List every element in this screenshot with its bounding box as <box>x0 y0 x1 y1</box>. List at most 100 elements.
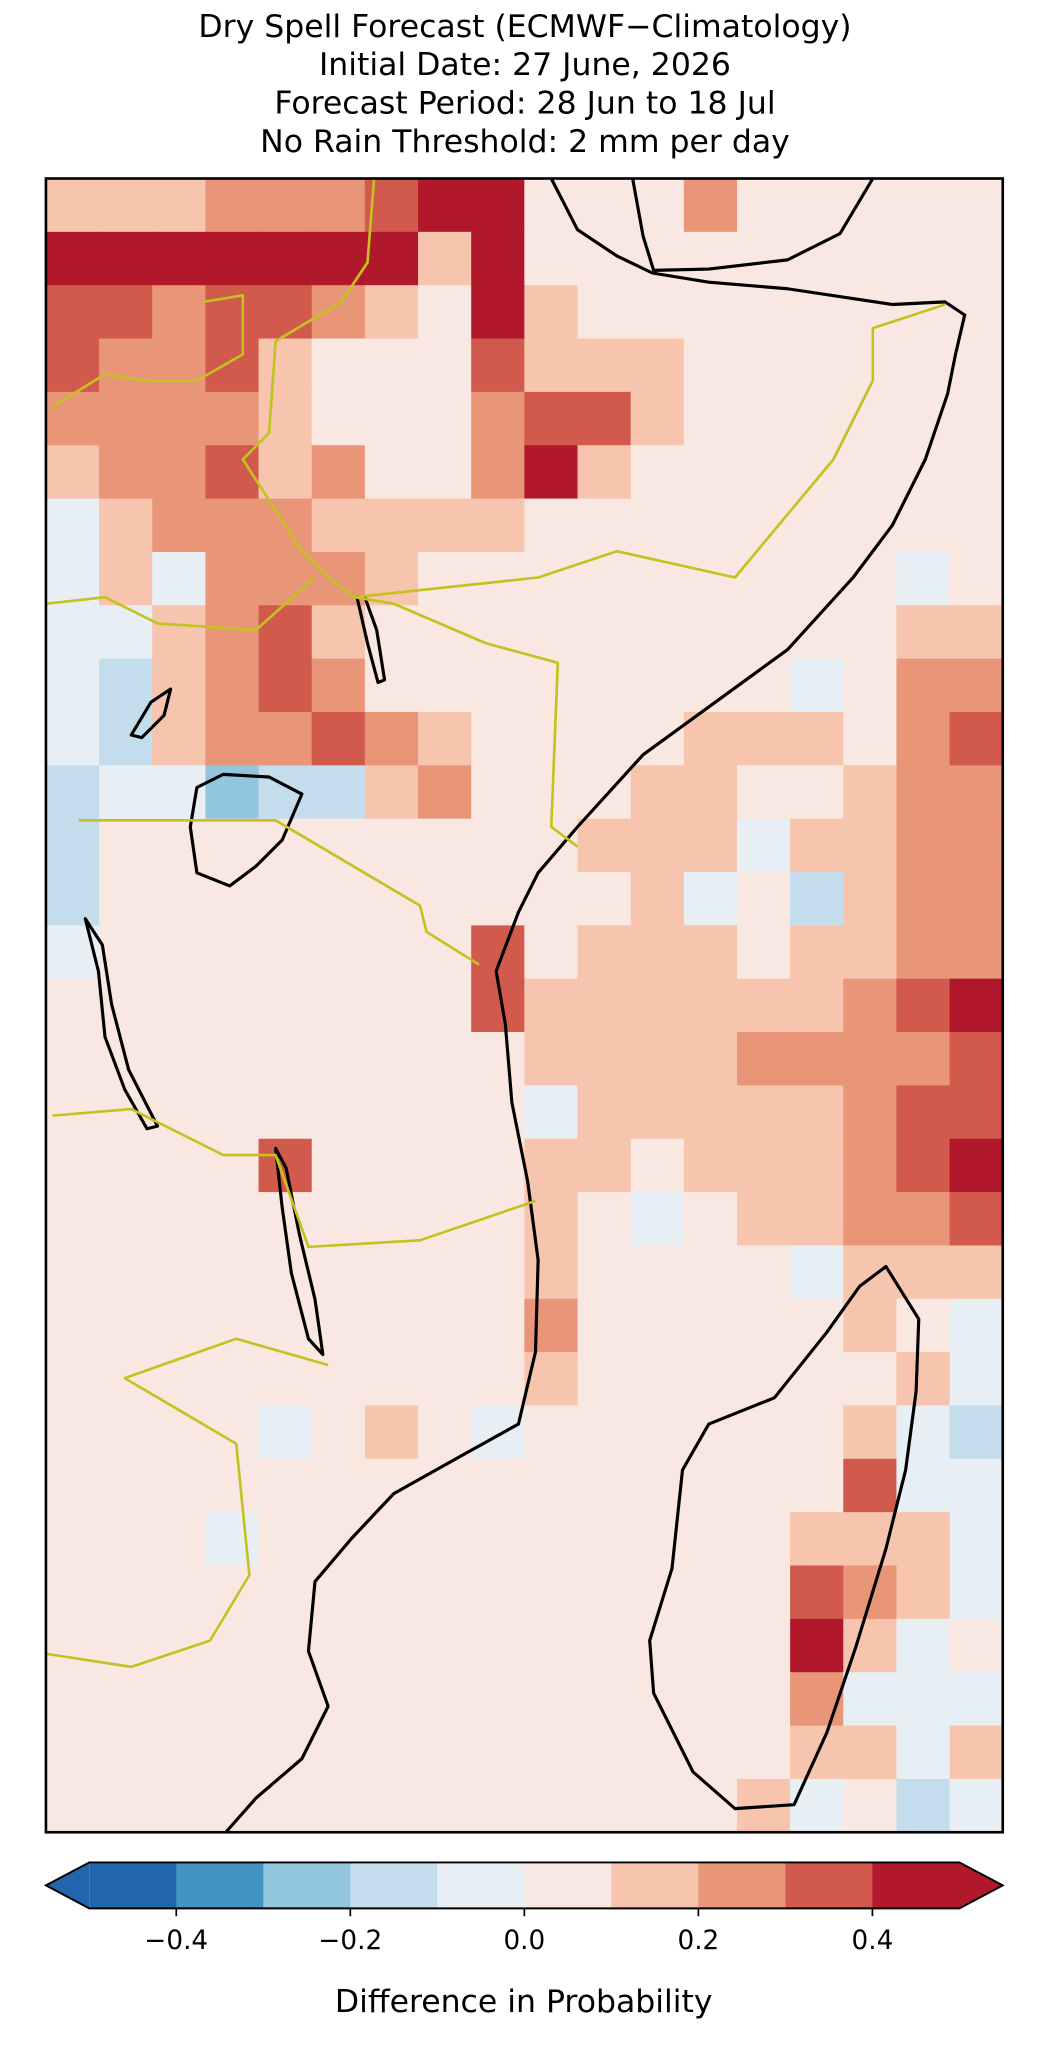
grid-cell <box>524 978 579 1033</box>
grid-cell <box>311 872 366 927</box>
grid-cell <box>949 1725 1004 1780</box>
grid-cell <box>418 925 472 980</box>
grid-cell <box>577 445 632 500</box>
grid-cell <box>790 1245 844 1300</box>
grid-cell <box>205 711 260 766</box>
grid-cell <box>152 178 207 233</box>
grid-cell <box>896 1298 951 1353</box>
grid-cell <box>577 391 632 446</box>
grid-cell <box>418 818 472 873</box>
grid-cell <box>45 1672 100 1727</box>
border <box>51 294 245 408</box>
grid-cell <box>683 1032 738 1087</box>
grid-cell <box>577 1352 632 1407</box>
grid-cell <box>524 1138 579 1193</box>
grid-cell <box>843 1085 898 1140</box>
grid-cell <box>205 1512 260 1567</box>
coastline <box>631 177 875 272</box>
grid-cell <box>949 1618 1004 1673</box>
grid-cell <box>152 765 207 820</box>
grid-cell <box>896 978 951 1033</box>
grid-cell <box>205 1565 260 1620</box>
grid-cell <box>258 391 313 446</box>
grid-cell <box>364 711 419 766</box>
grid-cell <box>418 1085 472 1140</box>
grid-cell <box>896 1778 951 1833</box>
grid-cell <box>896 925 951 980</box>
grid-cell <box>949 1192 1004 1247</box>
colorbar-tick-label: 0.4 <box>852 1926 894 1956</box>
grid-cell <box>524 1298 579 1353</box>
grid-cell <box>205 1032 260 1087</box>
grid-cell <box>152 551 207 606</box>
grid-cell <box>949 445 1004 500</box>
grid-cell <box>843 445 898 500</box>
grid-cell <box>152 1778 207 1833</box>
grid-cell <box>99 1565 153 1620</box>
grid-cell <box>736 1085 791 1140</box>
grid-cell <box>311 1512 366 1567</box>
grid-cell <box>45 1512 100 1567</box>
grid-cell <box>311 445 366 500</box>
grid-cell <box>630 391 685 446</box>
grid-cell <box>843 1565 898 1620</box>
grid-cell <box>418 1512 472 1567</box>
grid-cell <box>949 711 1004 766</box>
grid-cell <box>364 925 419 980</box>
grid-cell <box>524 1512 579 1567</box>
grid-cell <box>736 1405 791 1460</box>
grid-cell <box>471 1565 525 1620</box>
grid-cell <box>577 872 632 927</box>
grid-cell <box>736 1618 791 1673</box>
grid-cell <box>258 658 313 713</box>
grid-cell <box>152 498 207 553</box>
grid-cell <box>471 1138 525 1193</box>
grid-cell <box>790 1512 844 1567</box>
grid-cell <box>99 925 153 980</box>
grid-cell <box>418 978 472 1033</box>
grid-cell <box>577 1672 632 1727</box>
grid-cell <box>311 338 366 393</box>
grid-cell <box>418 1138 472 1193</box>
grid-cell <box>896 818 951 873</box>
grid-cell <box>152 1725 207 1780</box>
grid-cell <box>736 872 791 927</box>
grid-cell <box>258 338 313 393</box>
grid-cell <box>630 872 685 927</box>
grid-cell <box>683 765 738 820</box>
grid-cell <box>471 925 525 980</box>
grid-cell <box>364 765 419 820</box>
grid-cell <box>311 285 366 340</box>
grid-cell <box>258 231 313 286</box>
grid-cell <box>418 658 472 713</box>
grid-cell <box>471 178 525 233</box>
lake <box>188 772 304 888</box>
grid-cell <box>843 1138 898 1193</box>
grid-cell <box>896 872 951 927</box>
grid-cell <box>843 711 898 766</box>
grid-cell <box>683 445 738 500</box>
grid-cell <box>311 1618 366 1673</box>
grid-cell <box>630 925 685 980</box>
grid-cell <box>790 765 844 820</box>
grid-cell <box>311 1192 366 1247</box>
grid-cell <box>896 1405 951 1460</box>
grid-cell <box>418 231 472 286</box>
border <box>241 178 579 848</box>
map-frame <box>44 177 1005 1834</box>
grid-cell <box>152 391 207 446</box>
grid-cell <box>843 1778 898 1833</box>
border <box>354 303 946 599</box>
grid-cell <box>418 1032 472 1087</box>
grid-cell <box>258 445 313 500</box>
grid-cell <box>896 605 951 660</box>
grid-cell <box>577 1298 632 1353</box>
grid-cell <box>736 1245 791 1300</box>
grid-cell <box>471 765 525 820</box>
grid-cell <box>896 1245 951 1300</box>
grid-cell <box>152 818 207 873</box>
grid-cell <box>577 978 632 1033</box>
grid-cell <box>896 1085 951 1140</box>
colorbar-tick-label: 0.0 <box>503 1926 545 1956</box>
grid-cell <box>736 551 791 606</box>
